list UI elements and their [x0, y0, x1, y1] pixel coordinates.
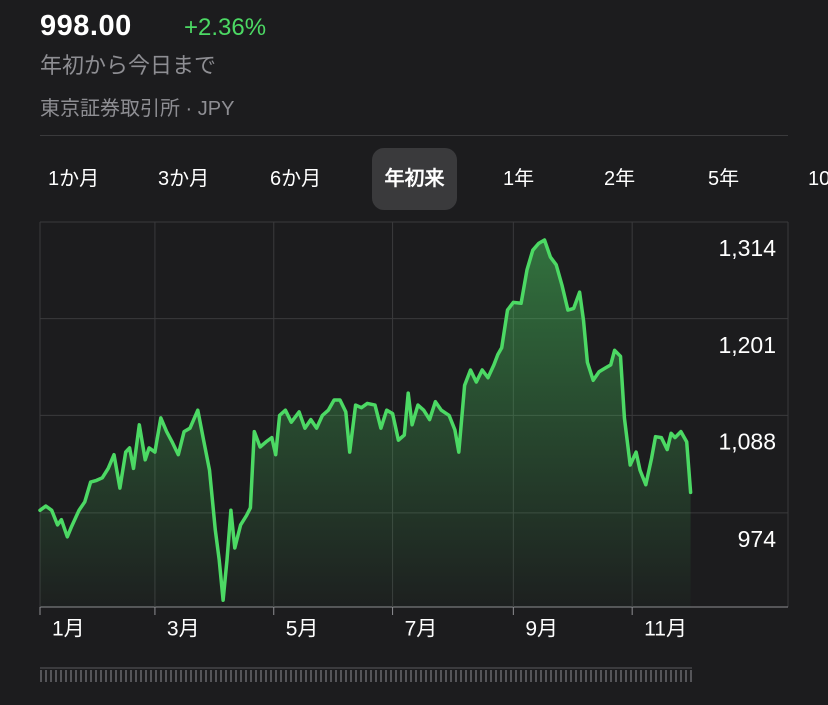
y-tick-label: 1,088	[718, 428, 776, 454]
x-tick-label: 1月	[52, 618, 85, 641]
range-tab[interactable]: 5年	[708, 168, 740, 190]
range-tabs: 1か月 3か月 6か月 年初来 1年 2年 5年 10	[0, 148, 828, 210]
x-tick-label: 5月	[286, 618, 319, 641]
y-tick-label: 1,314	[718, 235, 776, 261]
y-tick-label: 974	[738, 526, 777, 552]
price: 998.00	[40, 10, 132, 42]
x-tick-label: 3月	[167, 618, 200, 641]
area-fill	[40, 240, 691, 607]
y-tick-label: 1,201	[718, 332, 776, 358]
range-tab[interactable]: 1か月	[48, 168, 100, 190]
price-line	[38, 238, 693, 602]
range-tab[interactable]: 年初来	[372, 148, 457, 210]
separator	[40, 135, 788, 136]
range-tab[interactable]: 1年	[503, 168, 535, 190]
x-tick-label: 7月	[405, 618, 438, 641]
x-tick-label: 11月	[644, 618, 687, 641]
range-tab[interactable]: 6か月	[270, 168, 322, 190]
range-tab[interactable]: 2年	[604, 168, 636, 190]
period: 年初から今日まで	[40, 53, 217, 78]
range-tab[interactable]: 10	[808, 168, 828, 190]
exchange: 東京証券取引所 · JPY	[40, 98, 235, 120]
x-tick-label: 9月	[525, 618, 558, 641]
range-tab[interactable]: 3か月	[158, 168, 210, 190]
price-change: +2.36%	[184, 14, 267, 41]
